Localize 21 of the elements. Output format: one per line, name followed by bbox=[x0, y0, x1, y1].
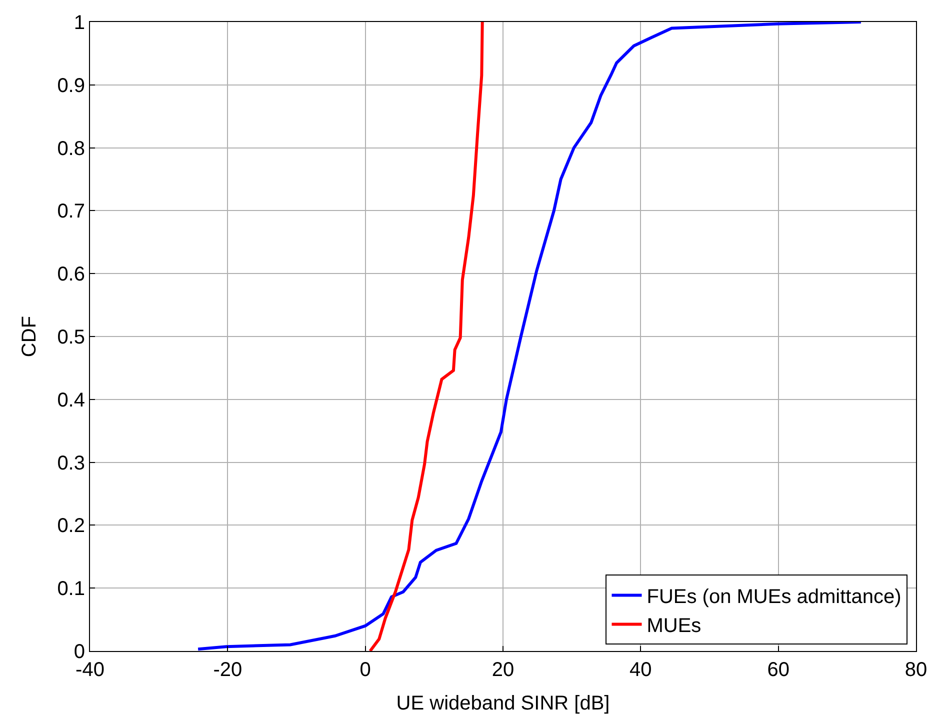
y-tick-label: 0.1 bbox=[57, 578, 85, 600]
x-tick-label: 80 bbox=[904, 659, 928, 681]
legend-label: MUEs bbox=[646, 615, 702, 638]
y-tick-label: 0.6 bbox=[57, 264, 85, 286]
y-tick-label: 0.4 bbox=[57, 389, 85, 412]
y-axis-title: CDF bbox=[18, 316, 41, 358]
legend-label: FUEs (on MUEs admittance) bbox=[646, 586, 902, 608]
y-tick-label: 1 bbox=[74, 12, 85, 34]
y-tick-label: 0.7 bbox=[57, 200, 85, 223]
y-tick-label: 0.9 bbox=[57, 74, 85, 97]
x-tick-label: 0 bbox=[360, 659, 371, 681]
y-tick-label: 0.2 bbox=[57, 515, 85, 538]
x-axis-title: UE wideband SINR [dB] bbox=[396, 692, 610, 714]
y-tick-label: 0.8 bbox=[57, 138, 85, 160]
line-series bbox=[368, 22, 484, 651]
y-tick-label: 0.3 bbox=[57, 452, 85, 474]
x-tick-label: -20 bbox=[213, 659, 242, 681]
x-tick-label: 40 bbox=[630, 659, 652, 681]
x-tick-label: 60 bbox=[767, 659, 790, 681]
x-tick-label: 20 bbox=[492, 659, 514, 681]
y-tick-label: 0.5 bbox=[57, 326, 85, 348]
